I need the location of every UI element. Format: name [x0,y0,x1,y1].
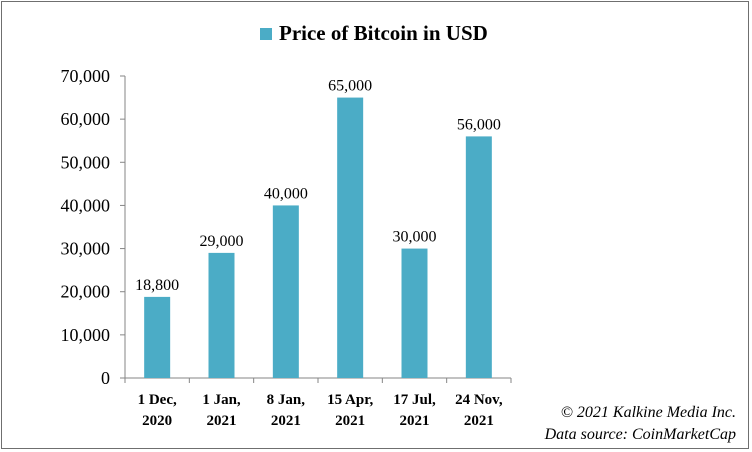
data-label: 40,000 [264,185,308,202]
x-category-label: 1 Dec, [138,392,177,408]
legend-swatch [260,28,272,40]
data-labels: 18,800 29,000 40,000 65,000 30,000 56,000 [135,78,501,294]
data-label: 18,800 [135,277,179,294]
bar [337,97,364,379]
bar [272,205,299,378]
x-category-label: 2021 [464,413,494,429]
legend-label: Price of Bitcoin in USD [279,21,488,45]
x-axis-categories: 1 Dec, 2020 1 Jan, 2021 8 Jan, 2021 15 Apr, 202… [138,392,503,429]
data-label: 65,000 [328,78,372,95]
bar [465,136,492,378]
data-label: 29,000 [200,233,244,250]
x-category-label: 2021 [335,413,365,429]
data-source-text: Data source: CoinMarketCap [544,426,736,443]
y-tick-label: 70,000 [61,66,111,86]
x-category-label: 2021 [271,413,301,429]
data-label: 56,000 [457,116,501,133]
x-category-label: 17 Jul, [393,392,436,408]
bar [401,248,428,378]
y-tick-label: 30,000 [61,239,111,259]
bar [208,252,235,378]
y-tick-label: 40,000 [61,195,111,215]
x-category-label: 8 Jan, [267,392,306,408]
x-category-label: 2021 [400,413,430,429]
bars [144,97,492,379]
y-tick-label: 60,000 [61,109,111,129]
legend: Price of Bitcoin in USD [260,21,488,45]
x-category-label: 2020 [142,413,172,429]
x-category-label: 2021 [207,413,237,429]
bar [144,296,171,378]
x-category-label: 24 Nov, [455,392,503,408]
x-category-label: 15 Apr, [327,392,373,408]
y-tick-label: 10,000 [61,325,111,345]
data-label: 30,000 [393,229,437,246]
y-axis-ticks: 0 10,000 20,000 30,000 40,000 50,000 60,000 70,… [61,66,125,388]
x-category-label: 1 Jan, [202,392,241,408]
copyright-text: © 2021 Kalkine Media Inc. [560,404,736,421]
y-tick-label: 20,000 [61,282,111,302]
y-tick-label: 0 [101,368,110,388]
axes [124,76,512,383]
y-tick-label: 50,000 [61,152,111,172]
